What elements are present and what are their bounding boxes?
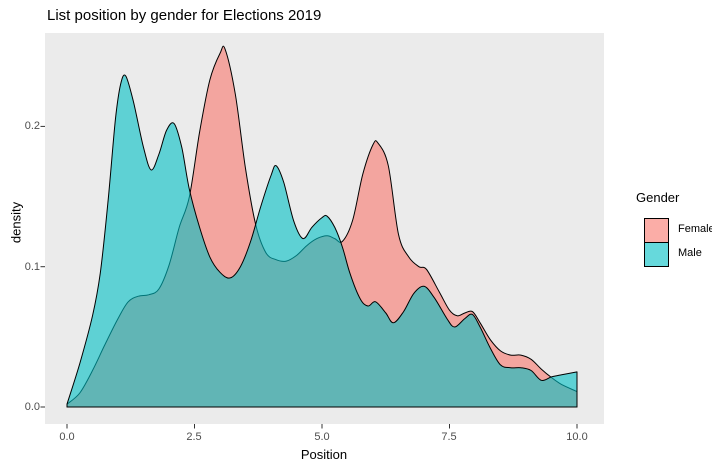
legend-label-male: Male [678, 247, 702, 259]
x-axis-title: Position [300, 447, 348, 462]
y-tick-label-0: 0.0 [24, 401, 40, 413]
male-color-swatch [645, 243, 668, 266]
x-tick-label-2: 5.0 [314, 431, 330, 443]
axis-tick-marks [40, 125, 578, 429]
legend-label-female: Female [678, 223, 712, 235]
chart-title: List position by gender for Elections 20… [47, 7, 322, 24]
x-tick-label-0: 0.0 [59, 431, 75, 443]
legend-swatch-male [644, 242, 669, 267]
x-tick-label-3: 7.5 [441, 431, 457, 443]
x-tick-label-4: 10.0 [566, 431, 588, 443]
x-tick-label-1: 2.5 [186, 431, 202, 443]
legend-title: Gender [636, 190, 680, 205]
y-tick-label-1: 0.1 [24, 261, 40, 273]
male-density-area [66, 74, 578, 408]
y-tick-label-2: 0.2 [24, 120, 40, 132]
legend-swatch-female [644, 218, 669, 243]
female-color-swatch [645, 219, 668, 242]
